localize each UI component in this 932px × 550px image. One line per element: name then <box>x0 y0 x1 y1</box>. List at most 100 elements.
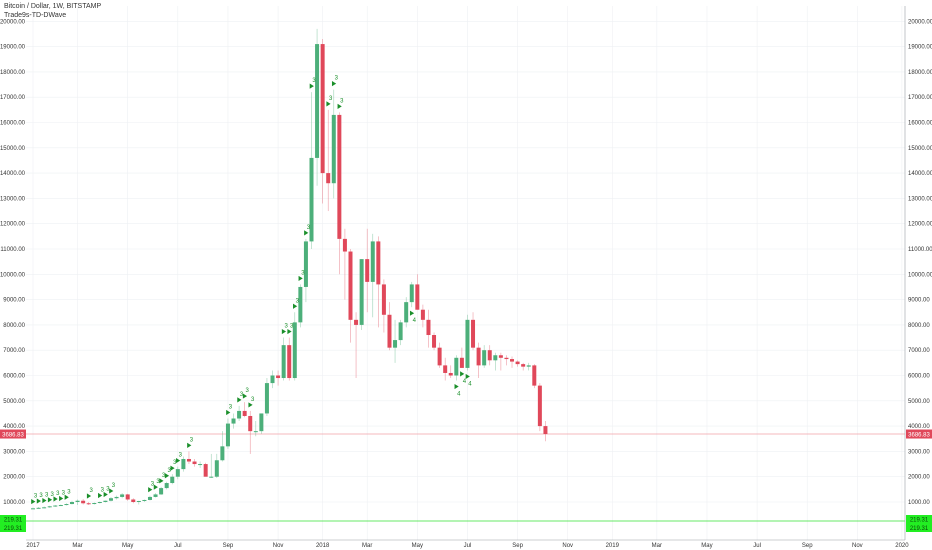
low-price-label-left-top-bg <box>0 515 26 524</box>
setup-count-label: 3 <box>62 491 66 497</box>
candle-body <box>92 503 97 505</box>
y-tick-label-left: 14000.00 <box>0 171 26 177</box>
y-tick-label-right: 11000.00 <box>908 247 932 253</box>
x-tick-label: Mar <box>652 543 662 549</box>
setup-marker-icon <box>237 397 242 403</box>
setup-marker-icon <box>337 103 342 109</box>
x-tick-label: Sep <box>223 543 234 549</box>
current-price-label-right: 3686.83 <box>908 433 930 439</box>
candle-body <box>253 431 258 433</box>
x-tick-label: May <box>412 543 423 549</box>
price-labels: 3686.83 3686.83 219.31 219.31 219.31 219.31 <box>0 429 932 532</box>
y-tick-label-left: 3000.00 <box>3 449 25 455</box>
setup-count-label: 3 <box>67 489 71 495</box>
setup-count-label: 3 <box>156 479 160 485</box>
candle-body <box>471 319 476 348</box>
candle-body <box>281 345 286 379</box>
low-price-label-right-top-bg <box>906 515 932 524</box>
setup-marker-icon <box>53 496 58 502</box>
candle-body <box>64 504 69 506</box>
setup-count-label: 3 <box>179 453 183 459</box>
y-tick-label-right: 3000.00 <box>908 449 930 455</box>
candle-body <box>359 259 364 325</box>
candle-body <box>459 357 464 368</box>
x-tick-label: May <box>701 543 712 549</box>
y-tick-label-right: 16000.00 <box>908 121 932 127</box>
setup-marker-icon <box>59 495 64 502</box>
setup-count-label: 3 <box>312 78 316 84</box>
candle-body <box>231 418 236 424</box>
current-price-label-left: 3686.83 <box>2 433 24 439</box>
setup-count-label: 3 <box>168 468 172 474</box>
candle-body <box>476 347 481 366</box>
candle-body <box>381 284 386 315</box>
candle-body <box>510 359 515 362</box>
setup-count-label: 3 <box>240 392 244 398</box>
y-tick-label-right: 6000.00 <box>908 374 930 380</box>
candle-body <box>309 157 314 242</box>
setup-count-label: 3 <box>162 473 166 479</box>
x-tick-label: 2018 <box>316 543 330 549</box>
setup-marker-icon <box>187 442 192 448</box>
setup-marker-icon <box>176 457 181 464</box>
y-tick-label-left: 10000.00 <box>0 272 26 278</box>
y-tick-label-left: 17000.00 <box>0 95 26 101</box>
chart-grid <box>26 6 905 540</box>
x-tick-label: Mar <box>72 543 82 549</box>
setup-count-label: 3 <box>190 437 194 443</box>
candle-body <box>448 372 453 376</box>
setup-count-label: 3 <box>34 494 38 500</box>
setup-marker-icon <box>164 473 170 479</box>
setup-count-label: 4 <box>413 318 417 324</box>
candle-body <box>225 423 230 447</box>
candle-body <box>348 251 353 320</box>
candle-body <box>498 355 503 358</box>
candle-body <box>521 364 526 367</box>
setup-marker-icon <box>109 488 114 494</box>
setup-count-label: 3 <box>340 98 344 104</box>
y-tick-label-left: 6000.00 <box>3 374 25 380</box>
candle-body <box>493 355 498 361</box>
setup-count-label: 3 <box>290 324 294 330</box>
low-price-label-left-top: 219.31 <box>4 518 23 524</box>
candle-body <box>214 460 219 477</box>
setup-count-label: 4 <box>457 392 461 398</box>
candle-body <box>287 345 292 379</box>
setup-count-label: 3 <box>90 488 94 494</box>
setup-count-label: 3 <box>284 324 288 330</box>
y-tick-label-right: 15000.00 <box>908 146 932 152</box>
setup-count-label: 3 <box>229 405 233 411</box>
setup-count-label: 3 <box>106 486 110 492</box>
low-price-label-left-bottom: 219.31 <box>4 526 23 532</box>
x-tick-label: Sep <box>512 543 523 549</box>
candle-body <box>370 241 375 282</box>
candle-body <box>153 494 158 497</box>
candle-body <box>220 446 225 461</box>
setup-count-label: 3 <box>101 487 105 493</box>
x-tick-label: May <box>122 543 133 549</box>
x-tick-label: Jul <box>753 543 761 549</box>
chart-title: Bitcoin / Dollar, 1W, BITSTAMP <box>4 3 102 10</box>
candle-body <box>504 357 509 360</box>
setup-count-label: 3 <box>56 491 60 497</box>
candle-body <box>415 284 420 310</box>
setup-marker-icon <box>454 383 459 390</box>
candle-body <box>515 361 520 365</box>
candle-body <box>465 319 470 368</box>
candle-body <box>259 413 264 432</box>
setup-marker-icon <box>287 328 292 335</box>
candle-body <box>186 458 191 462</box>
candle-body <box>298 286 303 323</box>
candle-body <box>175 469 180 477</box>
setup-marker-icon <box>64 494 69 500</box>
y-tick-label-left: 15000.00 <box>0 146 26 152</box>
y-tick-label-right: 19000.00 <box>908 45 932 51</box>
x-tick-label: Mar <box>362 543 372 549</box>
candle-body <box>342 238 347 252</box>
y-tick-label-left: 8000.00 <box>3 323 25 329</box>
setup-marker-icon <box>170 465 175 471</box>
setup-marker-icon <box>31 498 36 505</box>
setup-marker-icon <box>292 303 298 309</box>
candle-body <box>31 508 35 510</box>
